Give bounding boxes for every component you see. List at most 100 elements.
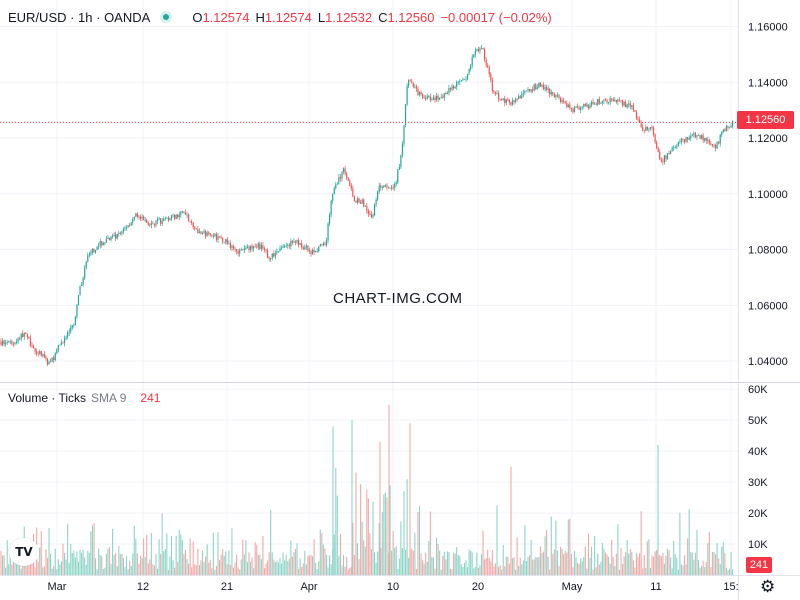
candle-body <box>519 96 521 98</box>
candle-body <box>403 125 405 144</box>
candle-body <box>682 138 684 140</box>
candle-body <box>329 214 331 224</box>
candle-body <box>73 324 75 326</box>
candle-body <box>11 341 13 344</box>
volume-bar <box>561 548 563 575</box>
candle-body <box>513 100 515 102</box>
candle-body <box>318 246 320 252</box>
time-tick-label: 21 <box>221 581 233 593</box>
candle-body <box>246 246 249 249</box>
candle-body <box>476 49 478 51</box>
volume-bar <box>476 552 478 575</box>
candle-body <box>160 218 162 224</box>
volume-title[interactable]: Volume · Ticks <box>8 391 87 405</box>
volume-bar <box>572 567 574 575</box>
candle-body <box>42 354 44 356</box>
candle-body <box>563 100 565 102</box>
volume-bar <box>374 552 376 575</box>
volume-legend: Volume · Ticks SMA 9 241 <box>8 391 160 405</box>
volume-bar <box>174 567 176 575</box>
volume-bar <box>169 556 171 575</box>
volume-bar <box>180 534 182 575</box>
volume-bar <box>538 556 540 575</box>
volume-bar <box>56 569 58 575</box>
candle-body <box>39 351 41 354</box>
candle-body <box>251 245 253 249</box>
candle-body <box>518 96 520 100</box>
candle-body <box>499 99 501 100</box>
candle-body <box>592 101 594 104</box>
candle-body <box>612 99 614 102</box>
price-candles <box>0 45 734 367</box>
volume-bar <box>541 553 543 575</box>
candle-body <box>158 218 160 220</box>
volume-bar <box>316 569 318 575</box>
candle-body <box>361 199 363 204</box>
candle-body <box>32 346 35 349</box>
volume-bar <box>423 563 425 575</box>
candle-body <box>490 74 492 81</box>
candle-body <box>637 118 639 120</box>
candle-body <box>333 188 335 195</box>
candle-body <box>635 111 638 119</box>
volume-bar <box>502 545 504 575</box>
volume-bar <box>139 555 142 575</box>
candle-body <box>112 235 114 237</box>
candle-body <box>20 333 22 339</box>
tradingview-logo-icon[interactable]: TV <box>9 538 39 566</box>
candle-body <box>68 331 70 333</box>
candle-body <box>561 100 563 102</box>
close-value: 1.12560 <box>387 9 435 25</box>
candle-body <box>234 248 236 250</box>
candle-body <box>366 206 368 211</box>
volume-bar <box>85 564 87 575</box>
volume-bar <box>73 550 75 575</box>
volume-bar <box>391 550 393 575</box>
candle-body <box>336 183 338 185</box>
volume-bar <box>256 544 258 575</box>
volume-bar <box>626 540 628 575</box>
candle-body <box>344 168 346 175</box>
candle-body <box>515 98 517 102</box>
price-tick-label: 1.16000 <box>748 21 788 33</box>
volume-bar <box>253 568 255 575</box>
volume-bar <box>445 559 447 575</box>
volume-bar <box>592 569 594 575</box>
candle-body <box>228 243 230 245</box>
volume-tick-label: 40K <box>748 446 768 458</box>
volume-bar <box>623 556 625 575</box>
volume-bar <box>251 557 253 575</box>
volume-bar <box>732 569 734 575</box>
candle-body <box>76 305 78 317</box>
volume-bar <box>711 551 713 575</box>
candle-body <box>313 249 315 252</box>
candle-body <box>184 212 187 215</box>
candle-body <box>590 101 593 106</box>
candle-body <box>310 251 312 254</box>
candle-body <box>626 104 628 108</box>
symbol-title[interactable]: EUR/USD · 1h · OANDA <box>8 9 151 25</box>
candle-body <box>589 105 591 109</box>
gear-icon[interactable]: ⚙ <box>760 577 776 596</box>
volume-bar <box>65 559 67 575</box>
candle-body <box>90 252 92 255</box>
candle-body <box>442 96 444 98</box>
candle-body <box>446 92 448 95</box>
volume-bar <box>547 556 549 575</box>
candle-body <box>445 93 447 95</box>
volume-bar <box>228 550 230 575</box>
candle-body <box>84 267 86 278</box>
volume-bar <box>274 562 276 575</box>
volume-bar <box>412 550 414 575</box>
volume-bar <box>248 552 250 575</box>
volume-bar <box>577 562 579 575</box>
candle-body <box>535 84 537 90</box>
candle-body <box>8 341 10 343</box>
candle-body <box>301 243 303 248</box>
volume-bar <box>379 441 381 575</box>
candle-body <box>408 80 410 86</box>
volume-bar <box>515 569 517 575</box>
market-status-icon[interactable] <box>160 11 173 23</box>
candle-body <box>625 101 627 108</box>
